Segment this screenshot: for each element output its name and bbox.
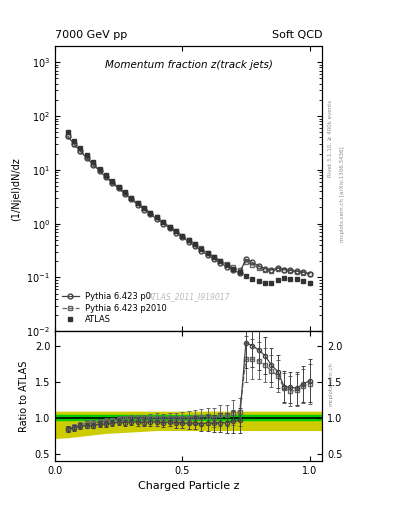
- Text: Soft QCD: Soft QCD: [272, 30, 322, 40]
- Pythia 6.423 p2010: [269, 268, 274, 274]
- Pythia 6.423 p2010: [123, 190, 127, 196]
- Pythia 6.423 p2010: [154, 215, 159, 221]
- Pythia 6.423 p2010: [116, 184, 121, 190]
- Pythia 6.423 p0: [104, 174, 108, 180]
- Pythia 6.423 p0: [294, 268, 299, 274]
- Pythia 6.423 p2010: [78, 148, 83, 154]
- Pythia 6.423 p0: [180, 234, 185, 240]
- Pythia 6.423 p2010: [256, 265, 261, 271]
- Pythia 6.423 p0: [154, 216, 159, 222]
- Pythia 6.423 p2010: [91, 161, 95, 167]
- Pythia 6.423 p0: [244, 256, 248, 262]
- Text: mcplots.cern.ch: mcplots.cern.ch: [328, 362, 333, 406]
- Pythia 6.423 p2010: [135, 200, 140, 206]
- Pythia 6.423 p2010: [282, 267, 286, 273]
- Pythia 6.423 p2010: [288, 268, 293, 274]
- Pythia 6.423 p2010: [72, 141, 77, 147]
- Pythia 6.423 p0: [142, 206, 147, 212]
- Pythia 6.423 p0: [199, 248, 204, 254]
- Pythia 6.423 p2010: [275, 266, 280, 272]
- Pythia 6.423 p0: [78, 148, 83, 155]
- Pythia 6.423 p0: [301, 269, 305, 275]
- Pythia 6.423 p2010: [199, 245, 204, 251]
- Pythia 6.423 p0: [237, 270, 242, 276]
- Pythia 6.423 p2010: [237, 267, 242, 273]
- Line: Pythia 6.423 p0: Pythia 6.423 p0: [65, 134, 312, 276]
- Pythia 6.423 p0: [218, 260, 223, 266]
- Pythia 6.423 p2010: [244, 259, 248, 265]
- Pythia 6.423 p0: [161, 221, 165, 227]
- Pythia 6.423 p2010: [180, 232, 185, 239]
- Pythia 6.423 p0: [282, 266, 286, 272]
- Pythia 6.423 p0: [212, 256, 217, 262]
- Pythia 6.423 p0: [206, 252, 210, 258]
- Pythia 6.423 p2010: [231, 264, 235, 270]
- Pythia 6.423 p2010: [206, 250, 210, 256]
- Pythia 6.423 p2010: [167, 224, 172, 230]
- Pythia 6.423 p0: [135, 202, 140, 208]
- Pythia 6.423 p0: [193, 243, 197, 249]
- Pythia 6.423 p2010: [110, 179, 115, 185]
- Pythia 6.423 p2010: [142, 205, 147, 211]
- Pythia 6.423 p2010: [218, 258, 223, 264]
- Pythia 6.423 p2010: [250, 262, 255, 268]
- Text: 7000 GeV pp: 7000 GeV pp: [55, 30, 127, 40]
- Pythia 6.423 p2010: [65, 133, 70, 139]
- Y-axis label: (1/Njel)dN/dz: (1/Njel)dN/dz: [11, 157, 21, 221]
- Pythia 6.423 p2010: [193, 241, 197, 247]
- Pythia 6.423 p0: [110, 180, 115, 186]
- X-axis label: Charged Particle z: Charged Particle z: [138, 481, 239, 491]
- Pythia 6.423 p2010: [161, 219, 165, 225]
- Legend: Pythia 6.423 p0, Pythia 6.423 p2010, ATLAS: Pythia 6.423 p0, Pythia 6.423 p2010, ATL…: [62, 292, 167, 324]
- Pythia 6.423 p2010: [97, 167, 102, 173]
- Pythia 6.423 p0: [116, 185, 121, 191]
- Pythia 6.423 p2010: [307, 271, 312, 277]
- Pythia 6.423 p0: [275, 265, 280, 271]
- Pythia 6.423 p0: [174, 229, 178, 236]
- Pythia 6.423 p0: [250, 260, 255, 266]
- Pythia 6.423 p0: [263, 266, 267, 272]
- Pythia 6.423 p0: [97, 168, 102, 174]
- Text: Rivet 3.1.10, ≥ 400k events: Rivet 3.1.10, ≥ 400k events: [328, 100, 333, 177]
- Pythia 6.423 p0: [224, 264, 229, 270]
- Pythia 6.423 p2010: [174, 228, 178, 234]
- Pythia 6.423 p0: [84, 155, 89, 161]
- Pythia 6.423 p0: [231, 267, 235, 273]
- Pythia 6.423 p0: [288, 267, 293, 273]
- Pythia 6.423 p2010: [129, 195, 134, 201]
- Pythia 6.423 p0: [256, 263, 261, 269]
- Y-axis label: Ratio to ATLAS: Ratio to ATLAS: [19, 360, 29, 432]
- Pythia 6.423 p2010: [186, 237, 191, 243]
- Text: Momentum fraction z(track jets): Momentum fraction z(track jets): [105, 60, 273, 70]
- Pythia 6.423 p2010: [294, 269, 299, 275]
- Pythia 6.423 p2010: [301, 270, 305, 276]
- Pythia 6.423 p0: [72, 141, 77, 147]
- Pythia 6.423 p0: [123, 191, 127, 197]
- Pythia 6.423 p2010: [84, 155, 89, 161]
- Pythia 6.423 p2010: [224, 261, 229, 267]
- Pythia 6.423 p0: [148, 211, 153, 218]
- Pythia 6.423 p0: [65, 133, 70, 139]
- Pythia 6.423 p0: [307, 270, 312, 276]
- Pythia 6.423 p0: [186, 239, 191, 245]
- Pythia 6.423 p2010: [263, 267, 267, 273]
- Text: mcplots.cern.ch [arXiv:1306.3436]: mcplots.cern.ch [arXiv:1306.3436]: [340, 147, 345, 242]
- Pythia 6.423 p2010: [148, 210, 153, 216]
- Text: ATLAS_2011_I919017: ATLAS_2011_I919017: [147, 292, 230, 302]
- Pythia 6.423 p0: [167, 225, 172, 231]
- Pythia 6.423 p0: [269, 267, 274, 273]
- Pythia 6.423 p2010: [104, 173, 108, 179]
- Pythia 6.423 p0: [129, 196, 134, 202]
- Pythia 6.423 p0: [91, 162, 95, 168]
- Pythia 6.423 p2010: [212, 254, 217, 260]
- Line: Pythia 6.423 p2010: Pythia 6.423 p2010: [65, 134, 312, 276]
